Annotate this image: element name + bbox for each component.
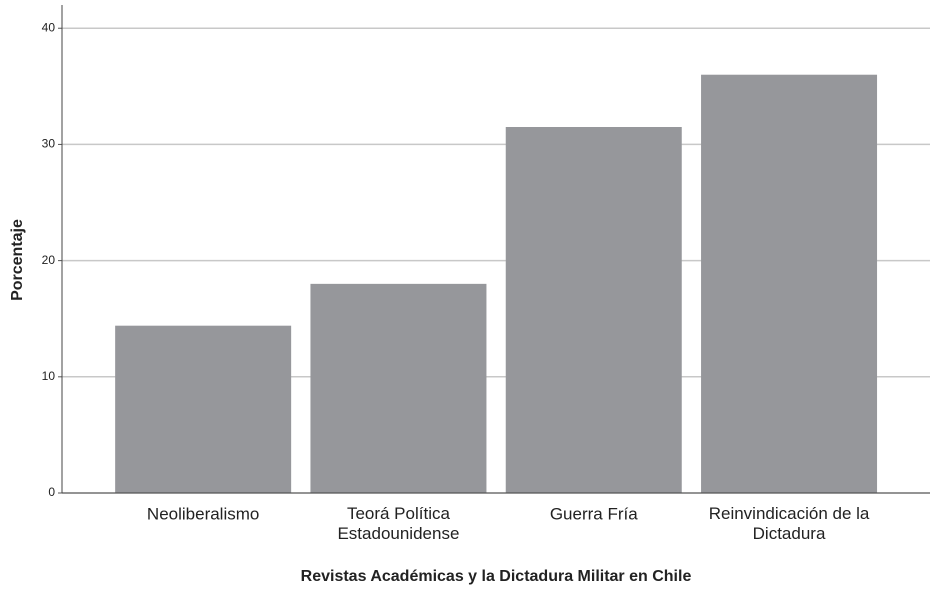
bar [701,74,878,493]
x-tick-label: Guerra Fría [550,504,638,523]
y-tick-label: 20 [42,253,56,267]
x-tick-label: Teorá Política Estadounidense [337,504,459,543]
y-tick-label: 30 [42,137,56,151]
bar [115,325,292,493]
x-tick-label: Neoliberalismo [147,504,259,523]
x-axis-title: Revistas Académicas y la Dictadura Milit… [301,568,692,585]
y-tick-label: 10 [42,369,56,383]
bar [310,283,487,493]
y-tick-label: 0 [48,485,55,499]
bar [505,127,682,493]
y-axis-title: Porcentaje [9,219,26,301]
x-tick-label: Reinvindicación de la Dictadura [709,504,870,543]
y-tick-label: 40 [42,20,56,34]
